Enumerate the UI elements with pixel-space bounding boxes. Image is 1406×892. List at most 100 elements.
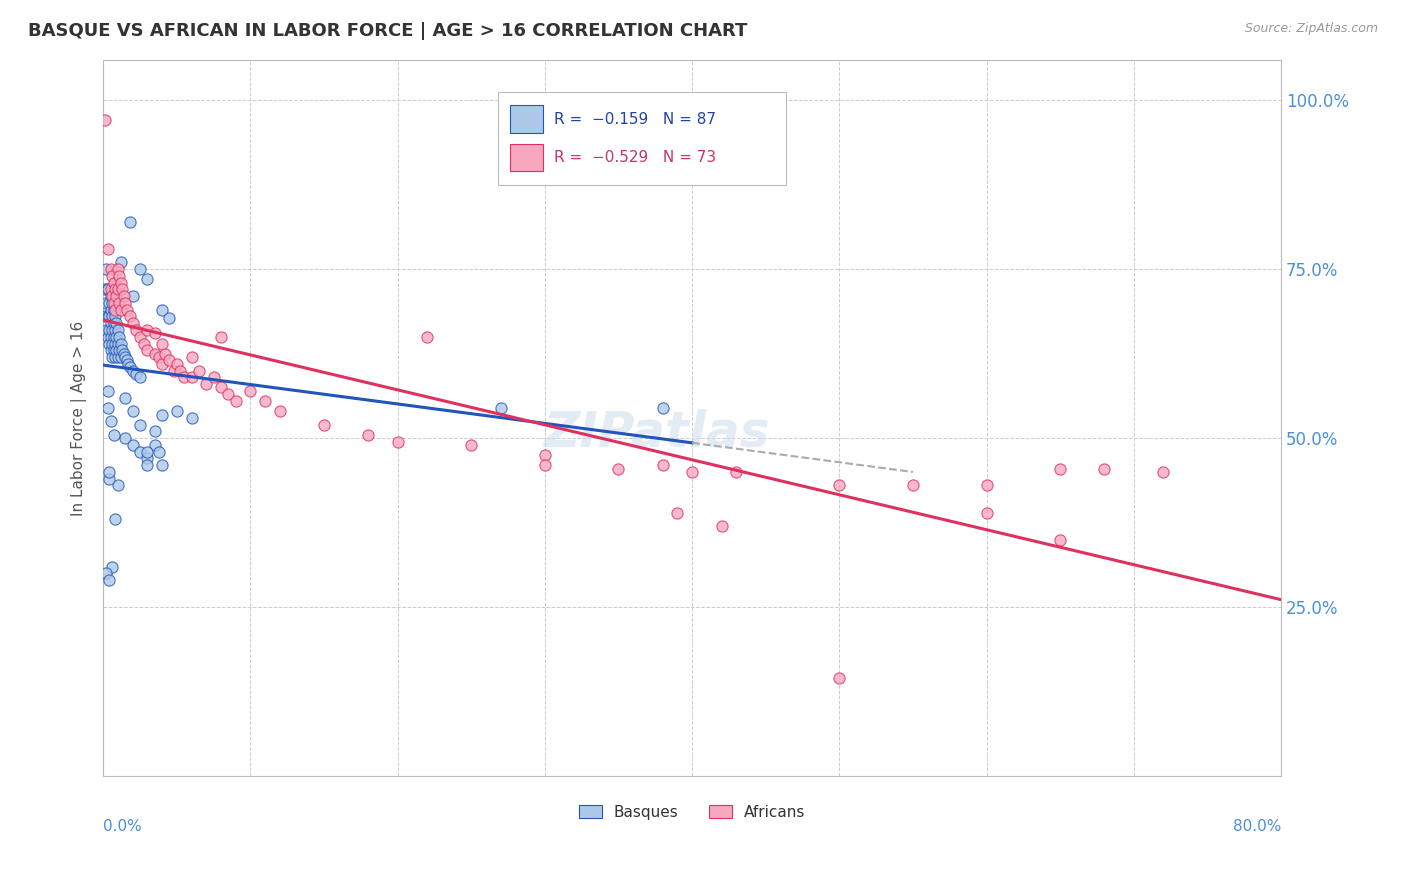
Point <box>98 465 121 479</box>
Point <box>121 363 143 377</box>
Point <box>112 346 135 360</box>
Point <box>104 323 127 337</box>
Point <box>104 282 127 296</box>
Point <box>103 296 125 310</box>
Point <box>150 357 173 371</box>
Point <box>97 242 120 256</box>
Point <box>143 346 166 360</box>
Point <box>98 336 121 351</box>
Point <box>103 427 125 442</box>
Point <box>136 444 159 458</box>
Point <box>108 268 131 283</box>
Point <box>828 478 851 492</box>
Point <box>96 262 118 277</box>
Point <box>111 343 134 358</box>
Point <box>239 384 262 398</box>
Point <box>209 380 232 394</box>
Point <box>976 506 998 520</box>
Point <box>114 296 136 310</box>
Point <box>107 262 129 277</box>
Point <box>118 360 141 375</box>
Point <box>115 353 138 368</box>
Point <box>110 255 132 269</box>
Point <box>118 310 141 324</box>
Point <box>100 289 122 303</box>
Point <box>124 367 146 381</box>
Point <box>100 316 122 330</box>
Point <box>121 289 143 303</box>
Point <box>153 346 176 360</box>
Point <box>96 296 118 310</box>
Point <box>105 316 128 330</box>
Point <box>121 316 143 330</box>
Point <box>209 330 232 344</box>
Point <box>101 310 124 324</box>
Point <box>93 113 115 128</box>
Point <box>136 323 159 337</box>
Point <box>96 323 118 337</box>
Point <box>136 458 159 473</box>
Point <box>166 404 188 418</box>
Point <box>101 323 124 337</box>
Point <box>150 408 173 422</box>
Point <box>114 431 136 445</box>
Point <box>100 302 122 317</box>
Point <box>1152 465 1174 479</box>
Point <box>96 566 118 581</box>
Text: R =  −0.529   N = 73: R = −0.529 N = 73 <box>554 150 717 165</box>
Point <box>97 401 120 415</box>
Point <box>489 401 512 415</box>
Legend: Basques, Africans: Basques, Africans <box>572 798 811 826</box>
Point <box>976 478 998 492</box>
Point <box>166 357 188 371</box>
Point <box>651 458 673 473</box>
Point <box>901 478 924 492</box>
Point <box>710 519 733 533</box>
Point <box>101 336 124 351</box>
Point <box>180 410 202 425</box>
Point <box>98 323 121 337</box>
Point <box>387 434 409 449</box>
Point <box>143 425 166 439</box>
Point <box>195 377 218 392</box>
Point <box>148 444 170 458</box>
Point <box>107 336 129 351</box>
Point <box>143 326 166 341</box>
Point <box>103 302 125 317</box>
Point <box>173 370 195 384</box>
FancyBboxPatch shape <box>509 145 543 171</box>
Point <box>118 215 141 229</box>
Point <box>129 444 152 458</box>
Point <box>97 310 120 324</box>
Point <box>169 363 191 377</box>
Point <box>103 330 125 344</box>
Point <box>187 363 209 377</box>
Point <box>103 316 125 330</box>
Point <box>114 350 136 364</box>
Point <box>101 268 124 283</box>
Y-axis label: In Labor Force | Age > 16: In Labor Force | Age > 16 <box>72 320 87 516</box>
Point <box>1092 461 1115 475</box>
Point <box>312 417 335 432</box>
Point <box>129 330 152 344</box>
Point <box>103 276 125 290</box>
Point <box>100 282 122 296</box>
Text: ZIPatlas: ZIPatlas <box>544 409 770 456</box>
Point <box>121 438 143 452</box>
Point <box>97 282 120 296</box>
Point <box>104 310 127 324</box>
Point <box>115 302 138 317</box>
Point <box>93 282 115 296</box>
Point <box>100 343 122 358</box>
Point <box>104 336 127 351</box>
Text: Source: ZipAtlas.com: Source: ZipAtlas.com <box>1244 22 1378 36</box>
Point <box>110 336 132 351</box>
Point <box>357 427 380 442</box>
Point <box>98 573 121 587</box>
Point <box>110 276 132 290</box>
Point <box>150 336 173 351</box>
Point <box>98 296 121 310</box>
Point <box>112 289 135 303</box>
Point <box>148 350 170 364</box>
Point <box>100 414 122 428</box>
